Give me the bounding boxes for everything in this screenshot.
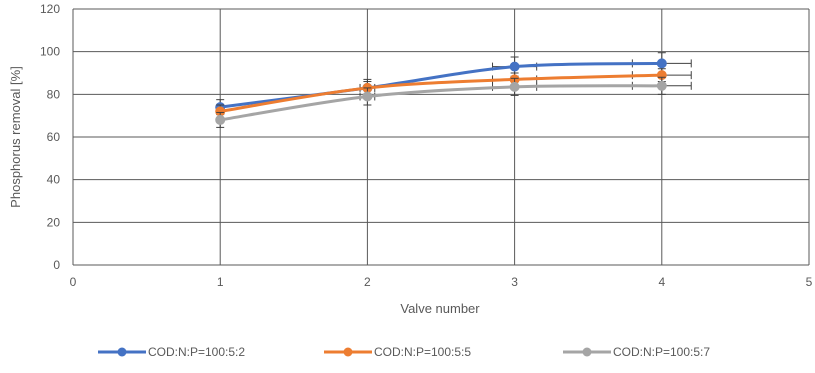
data-point bbox=[656, 80, 667, 91]
legend-item: COD:N:P=100:5:5 bbox=[324, 345, 471, 359]
series-line bbox=[218, 73, 664, 113]
data-point bbox=[656, 58, 667, 69]
x-axis-label: Valve number bbox=[400, 301, 480, 316]
y-tick-label: 120 bbox=[40, 2, 60, 16]
legend-swatch-marker bbox=[343, 347, 353, 357]
legend-swatch-marker bbox=[582, 347, 592, 357]
legend-label: COD:N:P=100:5:5 bbox=[374, 345, 471, 359]
y-axis-ticks: 0 20 40 60 80 100 120 bbox=[40, 2, 60, 272]
x-tick-label: 2 bbox=[364, 275, 371, 289]
legend-label: COD:N:P=100:5:2 bbox=[148, 345, 245, 359]
x-tick-label: 5 bbox=[806, 275, 813, 289]
legend-item: COD:N:P=100:5:2 bbox=[98, 345, 245, 359]
legend-item: COD:N:P=100:5:7 bbox=[563, 345, 710, 359]
x-tick-label: 4 bbox=[658, 275, 665, 289]
series-line bbox=[218, 84, 664, 122]
series-2 bbox=[215, 68, 692, 119]
x-tick-label: 1 bbox=[217, 275, 224, 289]
series-1 bbox=[215, 52, 692, 116]
legend-swatch-marker bbox=[117, 347, 127, 357]
legend-label: COD:N:P=100:5:7 bbox=[613, 345, 710, 359]
legend: COD:N:P=100:5:2 COD:N:P=100:5:5 COD:N:P=10… bbox=[98, 345, 710, 359]
series-3 bbox=[215, 76, 692, 128]
data-point bbox=[509, 81, 520, 92]
y-tick-label: 100 bbox=[40, 45, 60, 59]
y-tick-label: 20 bbox=[47, 215, 61, 229]
x-axis-ticks: 0 1 2 3 4 5 bbox=[70, 275, 813, 289]
x-tick-label: 3 bbox=[511, 275, 518, 289]
x-tick-label: 0 bbox=[70, 275, 77, 289]
data-point bbox=[215, 114, 226, 125]
y-tick-label: 40 bbox=[47, 173, 61, 187]
series-layer bbox=[215, 52, 692, 128]
y-axis-label: Phosphorus removal [%] bbox=[8, 66, 23, 208]
chart-grid bbox=[72, 8, 810, 266]
data-point bbox=[362, 91, 373, 102]
y-tick-label: 0 bbox=[53, 258, 60, 272]
y-tick-label: 60 bbox=[47, 130, 61, 144]
y-tick-label: 80 bbox=[47, 87, 61, 101]
data-point bbox=[509, 61, 520, 72]
